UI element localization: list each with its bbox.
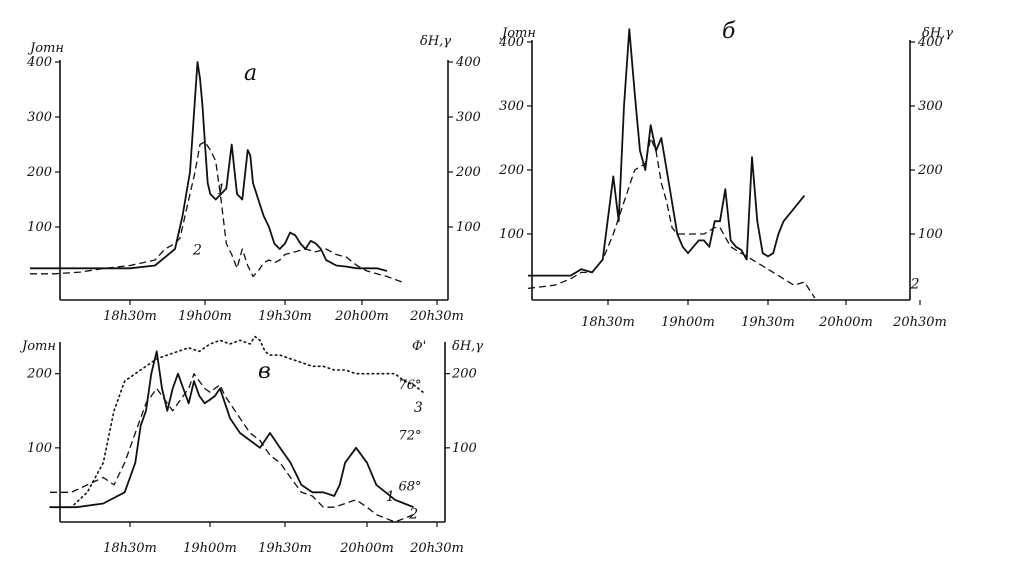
y-tick-label-right: 100: [452, 441, 477, 456]
x-tick-label: 19h00m: [178, 309, 232, 324]
panel-b-left-axis-label: Jотн: [499, 26, 536, 41]
x-tick-label: 20h30m: [892, 315, 947, 330]
y-tick-label-left: 200: [498, 163, 524, 178]
panel-b-label: б: [722, 19, 736, 44]
y-tick-label-mid: 68°: [398, 480, 421, 495]
x-tick-label: 20h00m: [339, 541, 394, 556]
panel-a: Jотн δH,γ а 18h30m 19h00m 19h30m 20h00m 20h3…: [26, 34, 481, 324]
x-tick-label: 20h30m: [409, 541, 464, 556]
x-tick-label: 19h30m: [741, 315, 795, 330]
panel-v-curve-labels: 3 12: [386, 400, 423, 522]
series-line-dashed: [527, 137, 816, 299]
series-line-dashed: [30, 141, 403, 283]
x-tick-label: 18h30m: [103, 541, 157, 556]
x-tick-label: 19h00m: [183, 541, 237, 556]
x-tick-label: 19h00m: [661, 315, 715, 330]
panel-a-right-axis-label: δH,γ: [420, 34, 451, 49]
y-tick-label-left: 400: [26, 55, 52, 70]
y-tick-label-right: 300: [918, 99, 943, 114]
series-line-dotted: [49, 335, 424, 509]
panel-v-right-axis-label: δH,γ: [452, 339, 483, 354]
panel-b-right-axis-label: δH,γ: [922, 26, 953, 41]
panel-a-series: [30, 61, 403, 283]
panel-b: Jотн δH,γ б 18h30m 19h00m 19h30m 20h00m 20h3…: [498, 19, 953, 330]
panel-v: Jотн Φ' δH,γ в 18h30m 19h00m 19h30m 20h00m 2…: [19, 335, 483, 556]
panel-b-ticks: 18h30m 19h00m 19h30m 20h00m 20h30m 100 200 300 4…: [498, 35, 947, 330]
panel-b-series: [527, 28, 816, 299]
panel-v-label: в: [258, 359, 271, 384]
curve-label: 3: [414, 400, 423, 416]
x-tick-label: 20h30m: [409, 309, 464, 324]
y-tick-label-left: 200: [26, 367, 52, 382]
curve-label: 2: [192, 243, 202, 259]
y-tick-label-right: 200: [455, 165, 481, 180]
y-tick-label-right: 300: [456, 110, 481, 125]
x-tick-label: 18h30m: [581, 315, 635, 330]
y-tick-label-left: 400: [498, 35, 524, 50]
panel-v-series: [49, 335, 424, 523]
series-line-solid: [528, 28, 806, 277]
y-tick-label-mid: 76°: [398, 378, 421, 393]
panel-b-curve-labels: 2: [910, 276, 920, 292]
y-tick-label-right: 100: [456, 220, 481, 235]
series-line-solid: [50, 350, 415, 509]
x-tick-label: 18h30m: [103, 309, 157, 324]
y-tick-label-right: 200: [917, 163, 943, 178]
y-tick-label-left: 100: [499, 227, 524, 242]
x-tick-label: 20h00m: [818, 315, 873, 330]
series-line-solid: [30, 61, 388, 272]
x-tick-label: 19h30m: [258, 541, 312, 556]
y-tick-label-right: 400: [917, 35, 943, 50]
y-tick-label-left: 100: [27, 220, 52, 235]
panel-a-ticks: 18h30m 19h00m 19h30m 20h00m 20h30m 100 200 300 4…: [26, 55, 481, 324]
curve-label: 2: [910, 276, 920, 292]
curve-label: 2: [408, 506, 418, 522]
y-tick-label-left: 200: [26, 165, 52, 180]
panel-v-ticks: 18h30m 19h00m 19h30m 20h00m 20h30m 100 200 100 2…: [26, 367, 477, 556]
x-tick-label: 19h30m: [258, 309, 312, 324]
curve-label: 1: [217, 182, 226, 198]
curve-label: 1: [386, 489, 395, 505]
y-tick-label-mid: 72°: [398, 429, 421, 444]
y-tick-label-right: 400: [455, 55, 481, 70]
panel-v-mid-axis-label: Φ': [412, 339, 426, 354]
y-tick-label-right: 100: [918, 227, 943, 242]
y-tick-label-left: 300: [27, 110, 52, 125]
y-tick-label-left: 300: [499, 99, 524, 114]
panel-a-curve-labels: 12: [192, 182, 225, 259]
panel-a-left-axis-label: Jотн: [27, 41, 64, 56]
y-tick-label-left: 100: [27, 441, 52, 456]
panel-v-left-axis-label: Jотн: [19, 339, 56, 354]
series-line-dashed: [50, 373, 414, 523]
x-tick-label: 20h00m: [334, 309, 389, 324]
panel-a-label: а: [244, 61, 257, 86]
y-tick-label-right: 200: [451, 367, 477, 382]
